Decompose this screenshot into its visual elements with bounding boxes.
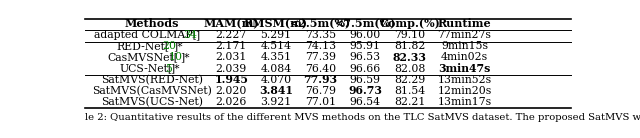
Text: 77min27s: 77min27s [438, 30, 492, 40]
Text: 77.93: 77.93 [303, 74, 338, 85]
Text: 3min47s: 3min47s [438, 63, 491, 74]
Text: 81.54: 81.54 [394, 86, 426, 96]
Text: 4.351: 4.351 [260, 52, 291, 62]
Text: 76.40: 76.40 [305, 64, 336, 74]
Text: 13min17s: 13min17s [437, 97, 492, 107]
Text: <7.5m(%): <7.5m(%) [335, 18, 396, 29]
Text: RMSM(m): RMSM(m) [244, 18, 308, 29]
Text: CasMVSNet[: CasMVSNet[ [108, 52, 179, 62]
Text: ]: ] [195, 30, 199, 40]
Text: 3.921: 3.921 [260, 97, 292, 107]
Text: MAM(m): MAM(m) [204, 18, 259, 29]
Text: SatMVS(CasMVSNet): SatMVS(CasMVSNet) [92, 86, 212, 96]
Text: 4.514: 4.514 [260, 41, 291, 51]
Text: 9min15s: 9min15s [441, 41, 488, 51]
Text: 13min52s: 13min52s [437, 75, 492, 85]
Text: 82.21: 82.21 [394, 97, 426, 107]
Text: 77.39: 77.39 [305, 52, 336, 62]
Text: le 2: Quantitative results of the different MVS methods on the TLC SatMVS datase: le 2: Quantitative results of the differ… [85, 113, 640, 122]
Text: 5: 5 [165, 64, 172, 74]
Text: ]*: ]* [170, 64, 180, 74]
Text: SatMVS(RED-Net): SatMVS(RED-Net) [101, 75, 203, 85]
Text: 95.91: 95.91 [349, 41, 381, 51]
Text: SatMVS(UCS-Net): SatMVS(UCS-Net) [101, 97, 203, 107]
Text: Methods: Methods [125, 18, 179, 29]
Text: 3.841: 3.841 [259, 85, 293, 96]
Text: ]*: ]* [180, 52, 189, 62]
Text: 34: 34 [183, 30, 197, 40]
Text: <2.5m(%): <2.5m(%) [290, 18, 351, 29]
Text: 10: 10 [169, 52, 182, 62]
Text: 96.59: 96.59 [349, 75, 381, 85]
Text: 79.10: 79.10 [394, 30, 426, 40]
Text: 2.039: 2.039 [216, 64, 247, 74]
Text: 1.945: 1.945 [214, 74, 248, 85]
Text: 4.084: 4.084 [260, 64, 291, 74]
Text: 2.026: 2.026 [216, 97, 247, 107]
Text: 2.227: 2.227 [216, 30, 247, 40]
Text: 73.35: 73.35 [305, 30, 336, 40]
Text: 82.29: 82.29 [394, 75, 426, 85]
Text: Runtime: Runtime [438, 18, 492, 29]
Text: 96.66: 96.66 [349, 64, 381, 74]
Text: ]*: ]* [173, 41, 182, 51]
Text: 2.031: 2.031 [216, 52, 247, 62]
Text: 96.73: 96.73 [348, 85, 382, 96]
Text: 81.82: 81.82 [394, 41, 426, 51]
Text: 20: 20 [162, 41, 176, 51]
Text: 4.070: 4.070 [260, 75, 291, 85]
Text: 12min20s: 12min20s [437, 86, 492, 96]
Text: 2.171: 2.171 [216, 41, 247, 51]
Text: 96.00: 96.00 [349, 30, 381, 40]
Text: 5.291: 5.291 [260, 30, 291, 40]
Text: UCS-Net[: UCS-Net[ [119, 64, 172, 74]
Text: adapted COLMAP[: adapted COLMAP[ [93, 30, 196, 40]
Text: 4min02s: 4min02s [441, 52, 488, 62]
Text: Comp.(%): Comp.(%) [380, 18, 440, 29]
Text: 82.33: 82.33 [393, 52, 427, 63]
Text: RED-Net[: RED-Net[ [116, 41, 170, 51]
Text: 96.53: 96.53 [349, 52, 381, 62]
Text: 82.08: 82.08 [394, 64, 426, 74]
Text: 76.79: 76.79 [305, 86, 336, 96]
Text: 2.020: 2.020 [216, 86, 247, 96]
Text: 96.54: 96.54 [349, 97, 381, 107]
Text: 77.01: 77.01 [305, 97, 336, 107]
Text: 74.13: 74.13 [305, 41, 336, 51]
